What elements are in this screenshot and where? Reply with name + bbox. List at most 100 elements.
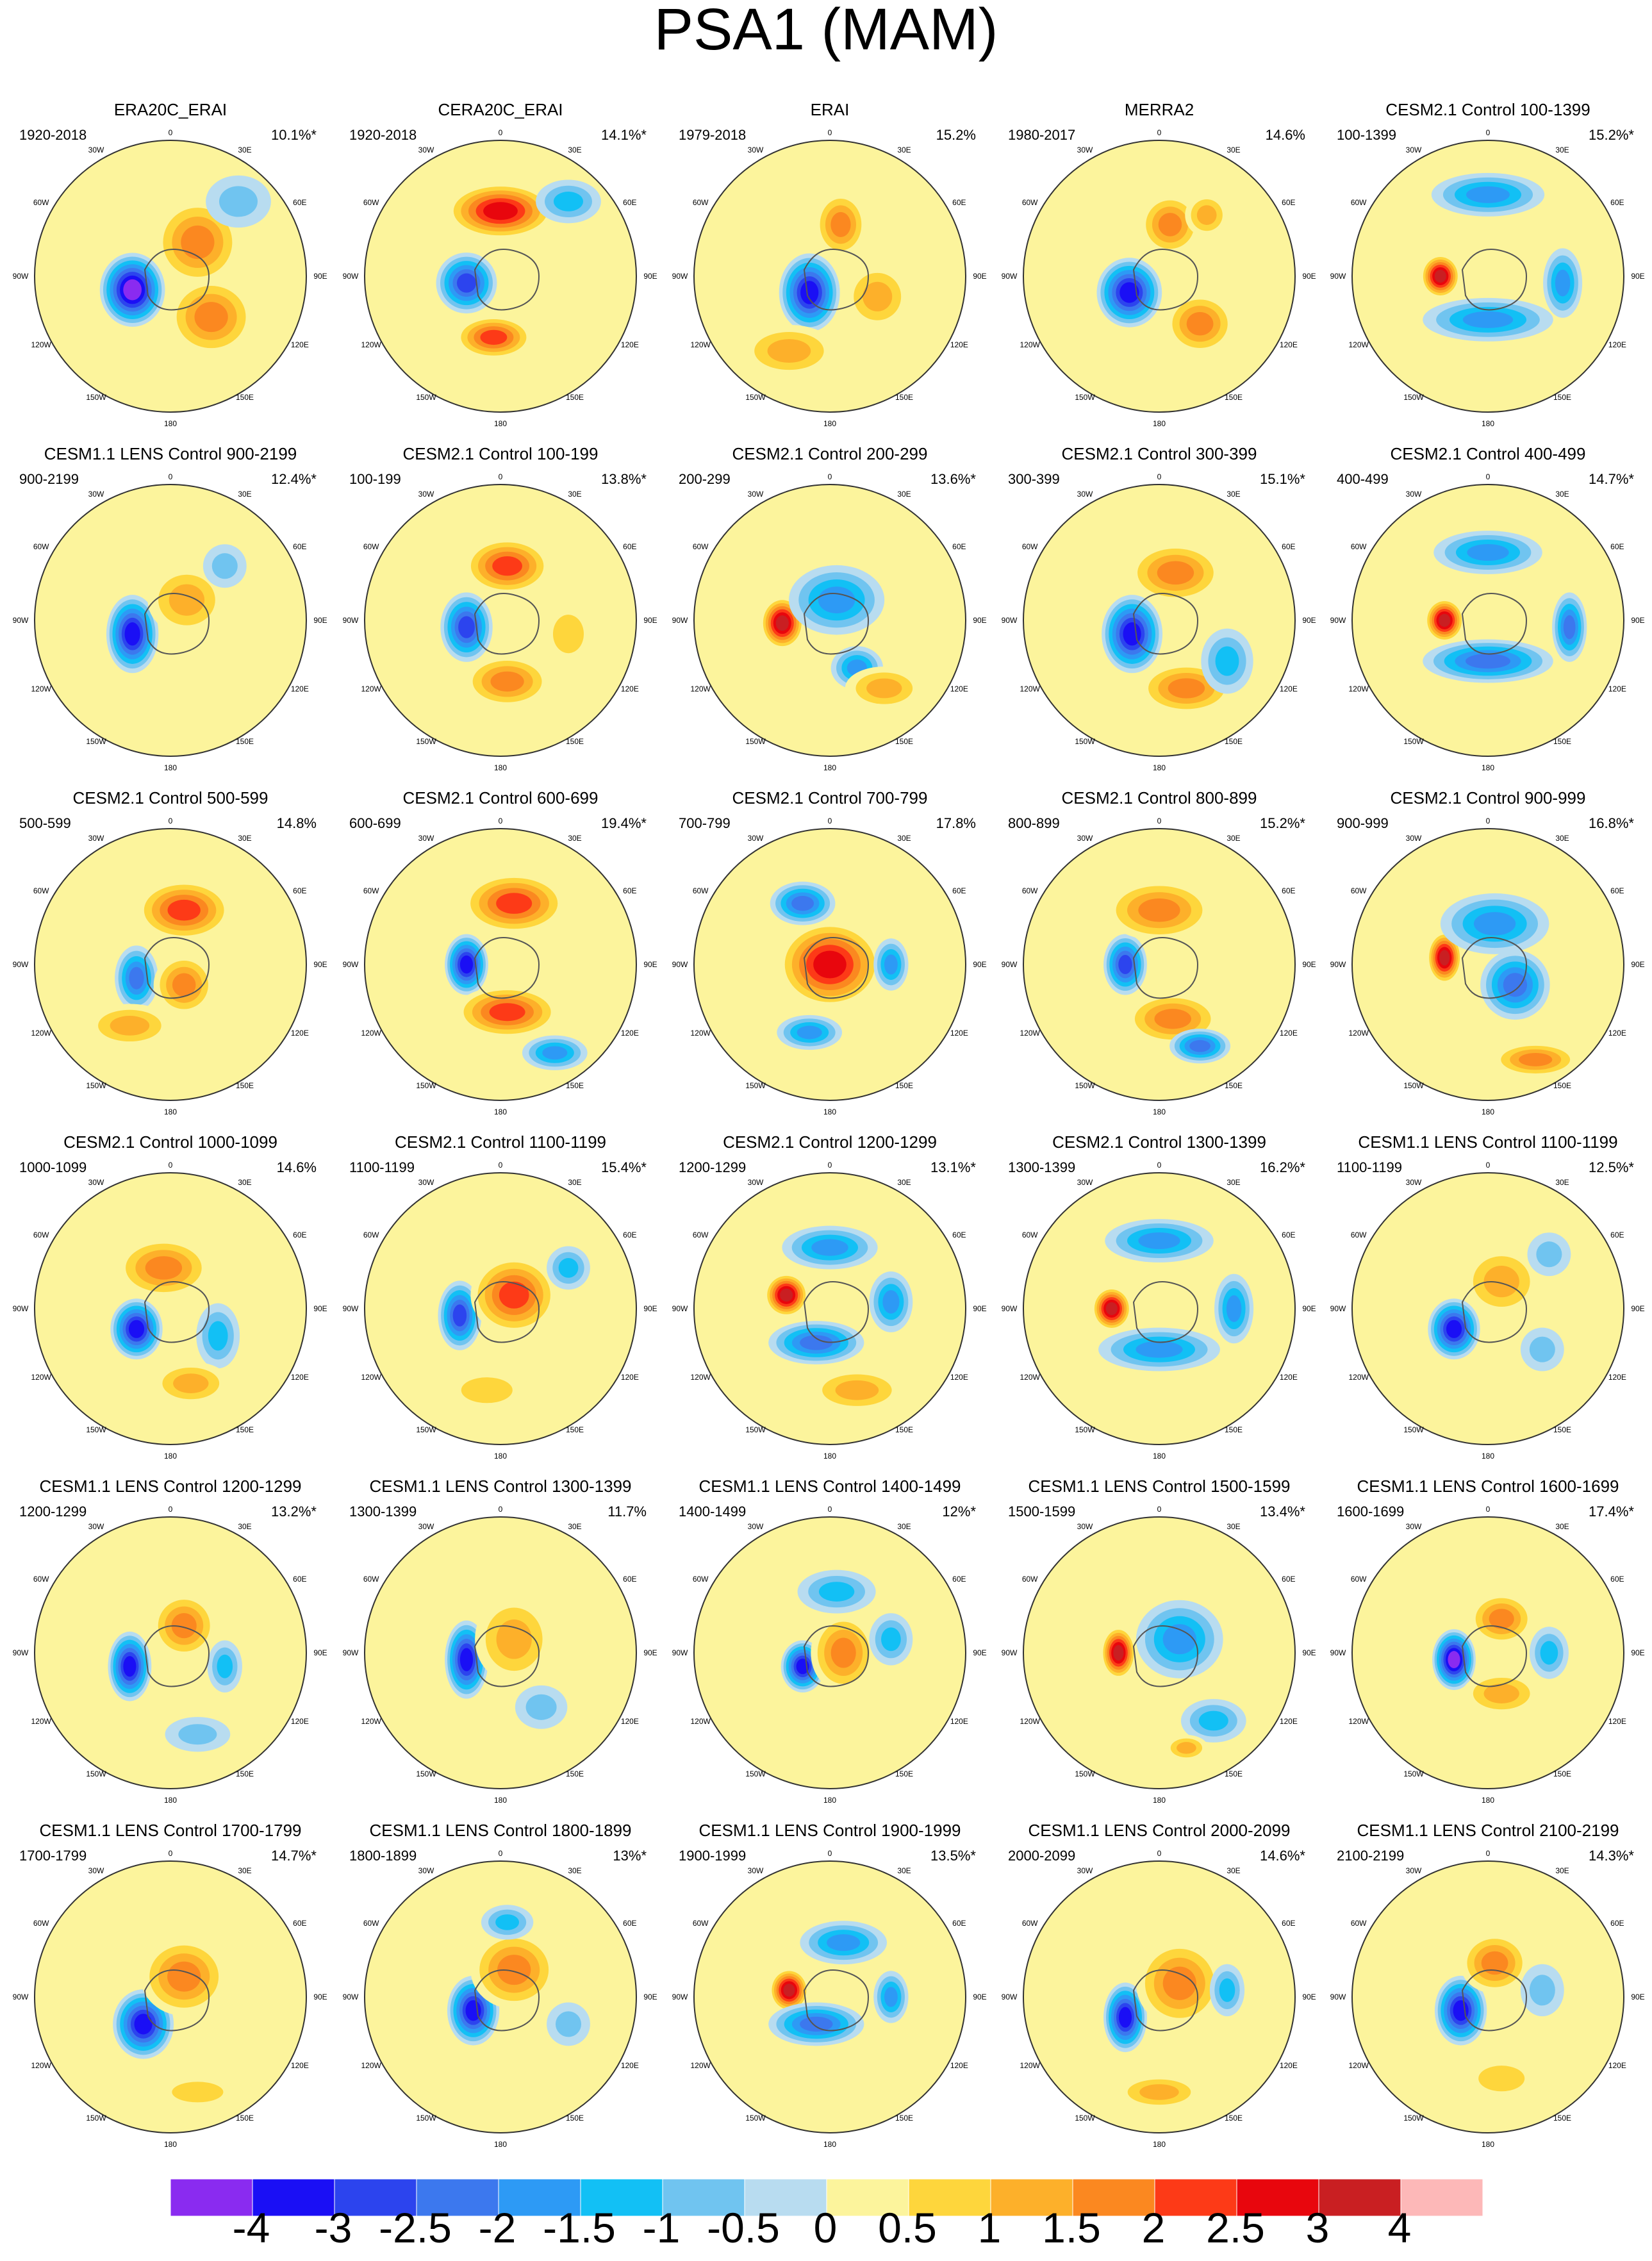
map-border: [1023, 1516, 1296, 1789]
colorbar-label: 0: [813, 2204, 838, 2251]
longitude-label: 120W: [690, 684, 711, 693]
longitude-label: 30E: [1227, 145, 1240, 154]
longitude-label: 30W: [1406, 1178, 1422, 1187]
longitude-label: 180: [164, 1452, 177, 1461]
anomaly-contour: [1483, 1684, 1519, 1703]
map-border: [34, 1172, 307, 1445]
anomaly-contour: [145, 1256, 183, 1280]
panel-variance: 17.4%*: [1589, 1503, 1634, 1520]
longitude-label: 30E: [1227, 1178, 1240, 1187]
anomaly-contour: [863, 281, 893, 311]
polar-map: 0 30E 60E 90E 120E 150E 180 150W 120W 90W 60W 30W: [1002, 816, 1316, 1116]
polar-map: 0 30E 60E 90E 120E 150E 180 150W 120W 90W 60W 30W: [672, 816, 987, 1116]
map-border: [1023, 1860, 1296, 2133]
longitude-label: 30W: [418, 834, 434, 843]
longitude-label: 0: [169, 1161, 173, 1170]
polar-map: 0 30E 60E 90E 120E 150E 180 150W 120W 90W 60W 30W: [343, 1161, 657, 1461]
map-panel: CESM2.1 Control 1200-1299 1200-1299 13.1%*…: [670, 1132, 990, 1472]
longitude-label: 90W: [1330, 1992, 1346, 2001]
panel-period: 1300-1399: [1008, 1159, 1076, 1175]
map-panel: CESM2.1 Control 900-999 900-999 16.8%* 0 30E…: [1328, 788, 1648, 1128]
map-border: [1023, 484, 1296, 757]
longitude-label: 180: [1153, 419, 1166, 428]
longitude-label: 120E: [621, 2061, 639, 2070]
coastline: [1132, 249, 1199, 311]
coastline: [144, 1281, 210, 1343]
panel-period: 900-2199: [19, 471, 79, 487]
longitude-label: 60W: [1022, 1230, 1038, 1239]
longitude-label: 90W: [343, 272, 359, 281]
longitude-label: 180: [823, 763, 836, 772]
anomaly-contour: [1118, 954, 1132, 975]
panel-variance: 15.2%*: [1260, 815, 1305, 831]
longitude-label: 0: [1157, 128, 1162, 137]
longitude-label: 90E: [1631, 1304, 1644, 1313]
anomaly-contour: [1158, 213, 1182, 236]
longitude-label: 30W: [418, 1178, 434, 1187]
panel-title: CESM2.1 Control 500-599: [72, 788, 268, 808]
panel-title: CESM1.1 LENS Control 1900-1999: [698, 1821, 961, 1840]
longitude-label: 150E: [1553, 1425, 1571, 1434]
longitude-label: 60W: [1351, 198, 1367, 207]
longitude-label: 60W: [693, 198, 709, 207]
colorbar-swatch: [580, 2178, 663, 2217]
map-panel: CESM2.1 Control 200-299 200-299 13.6%* 0 30E…: [670, 444, 990, 784]
map-border: [364, 140, 637, 413]
longitude-label: 30W: [88, 834, 104, 843]
map-border: [1023, 828, 1296, 1101]
anomaly-contour: [1226, 1295, 1242, 1322]
longitude-label: 90W: [343, 1304, 359, 1313]
anomaly-contour: [813, 950, 847, 979]
panel-title: CESM2.1 Control 900-999: [1390, 788, 1586, 808]
anomaly-contour: [881, 1627, 901, 1652]
polar-map: 0 30E 60E 90E 120E 150E 180 150W 120W 90W 60W 30W: [343, 128, 657, 428]
longitude-label: 150W: [86, 1425, 106, 1434]
anomaly-contour: [884, 1987, 898, 2007]
map-panel: CESM1.1 LENS Control 900-2199 900-2199 12.…: [10, 444, 331, 784]
longitude-label: 60W: [33, 1575, 49, 1584]
coastline: [474, 249, 540, 311]
map-background: [35, 140, 306, 412]
colorbar-label: 4: [1387, 2204, 1412, 2251]
longitude-label: 60E: [1610, 1575, 1624, 1584]
map-panel: CESM1.1 LENS Control 1400-1499 1400-1499 1…: [670, 1477, 990, 1816]
colorbar-label: 1.5: [1042, 2204, 1101, 2251]
map-border: [34, 140, 307, 413]
longitude-label: 120E: [950, 1373, 968, 1382]
longitude-label: 180: [1153, 2140, 1166, 2149]
anomaly-contour: [123, 1656, 136, 1677]
map-border: [693, 1172, 966, 1445]
anomaly-contour: [1519, 1052, 1553, 1066]
longitude-label: 120W: [1348, 1717, 1369, 1726]
longitude-label: 120E: [291, 684, 309, 693]
map-border: [693, 140, 966, 413]
longitude-label: 180: [1482, 1107, 1494, 1116]
longitude-label: 120W: [31, 1717, 51, 1726]
panel-title: CESM2.1 Control 800-899: [1061, 788, 1257, 808]
map-border: [1023, 1172, 1296, 1445]
longitude-label: 120E: [291, 1029, 309, 1038]
panel-variance: 16.8%*: [1589, 815, 1634, 831]
panel-title: CESM1.1 LENS Control 1300-1399: [369, 1477, 632, 1496]
panel-period: 1979-2018: [679, 127, 747, 143]
longitude-label: 180: [494, 1107, 507, 1116]
anomaly-contour: [791, 895, 814, 911]
longitude-label: 60E: [293, 1575, 306, 1584]
panel-period: 400-499: [1337, 471, 1389, 487]
longitude-label: 150W: [1075, 1081, 1095, 1090]
map-panel: CESM2.1 Control 1100-1199 1100-1199 15.4%*…: [340, 1132, 661, 1472]
coastline: [474, 937, 540, 999]
longitude-label: 0: [828, 1849, 832, 1858]
longitude-label: 60E: [293, 886, 306, 895]
panel-period: 700-799: [679, 815, 731, 831]
colorbar-swatch: [1236, 2178, 1319, 2217]
colorbar-swatch: [334, 2178, 417, 2217]
panel-title: CESM1.1 LENS Control 1800-1899: [369, 1821, 632, 1840]
anomaly-contour: [1536, 1241, 1562, 1268]
colorbar-boxes: [170, 2178, 1483, 2217]
anomaly-contour: [1465, 653, 1511, 669]
map-background: [694, 1173, 966, 1445]
colorbar-label: -0.5: [707, 2204, 780, 2251]
anomaly-contour: [461, 1377, 513, 1404]
longitude-label: 0: [828, 816, 832, 825]
